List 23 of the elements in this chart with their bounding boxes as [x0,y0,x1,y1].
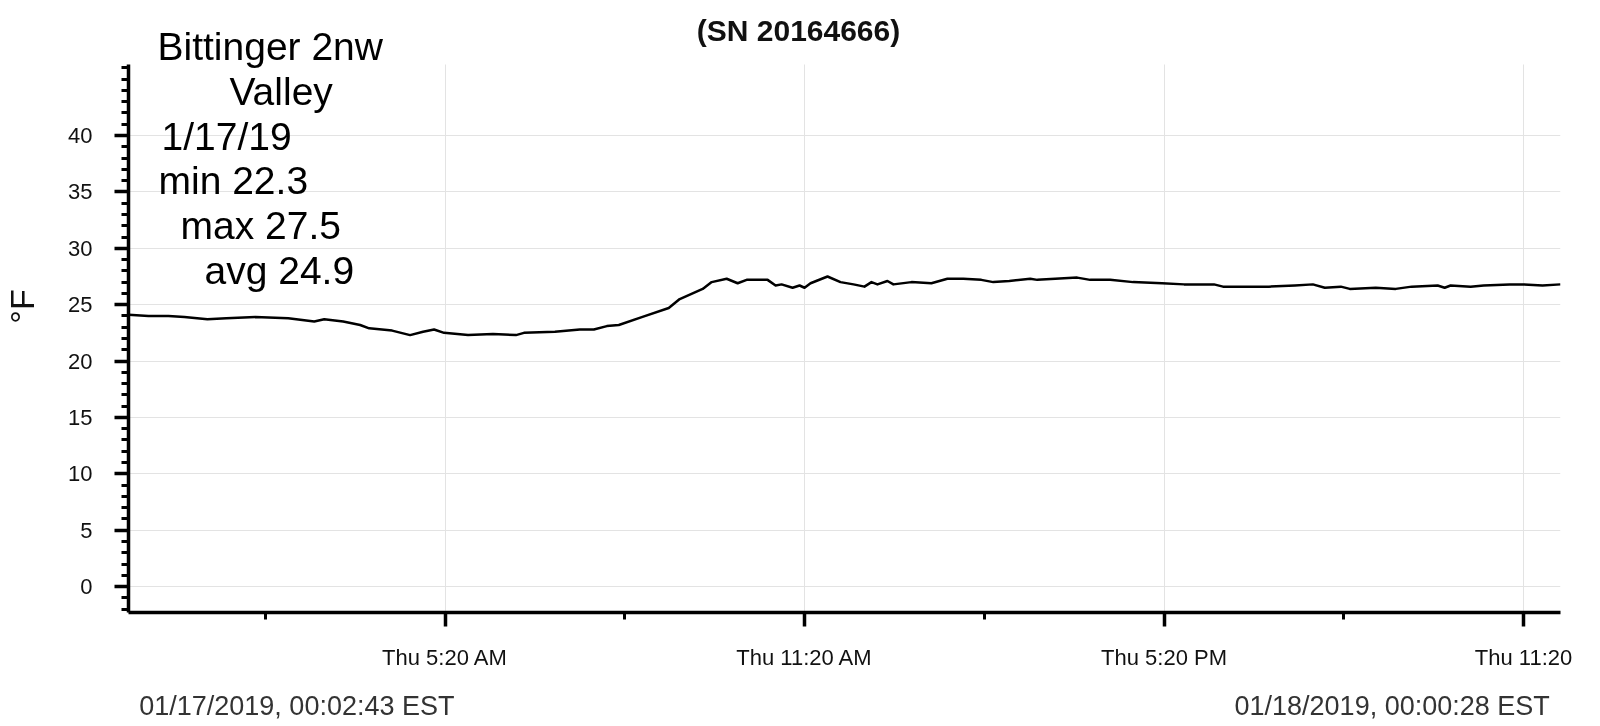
annotation: Bittinger 2nw [157,25,384,68]
y-tick-label: 0 [80,574,93,600]
y-tick-label: 5 [80,517,93,543]
annotation: max 27.5 [180,204,341,247]
x-tick-label: Thu 5:20 AM [382,644,507,670]
chart-title: (SN 20164666) [696,14,901,47]
y-tick-label: 35 [68,179,93,205]
x-tick-label: Thu 11:20 [1474,644,1573,670]
x-tick-label: Thu 11:20 AM [736,644,872,670]
y-tick-label: 10 [68,461,93,487]
x-tick-label: Thu 5:20 PM [1101,644,1228,670]
y-axis-title: °F [3,289,42,324]
annotation: 1/17/19 [161,115,292,158]
y-tick-label: 20 [68,348,93,374]
y-tick-label: 25 [68,292,93,318]
annotation: Valley [229,70,334,113]
y-tick-label: 30 [68,235,93,261]
annotation: avg 24.9 [204,249,355,292]
y-tick-label: 40 [68,123,93,149]
text: 01/17/2019, 00:02:43 EST [139,690,455,721]
text: 01/18/2019, 00:00:28 EST [1234,690,1550,721]
y-tick-label: 15 [68,404,93,430]
annotation: min 22.3 [158,159,309,202]
